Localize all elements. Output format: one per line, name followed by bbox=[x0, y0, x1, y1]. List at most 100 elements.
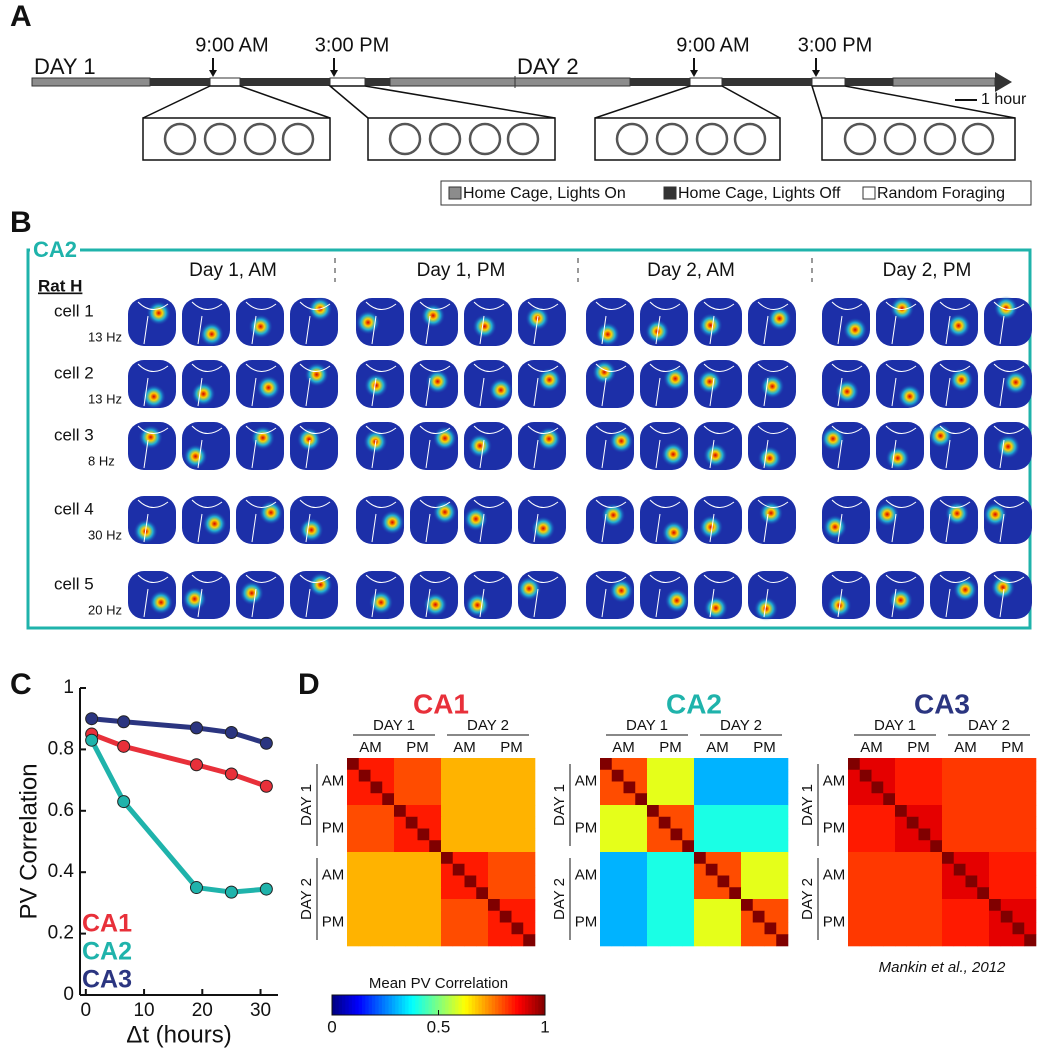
subgroup-label: PM bbox=[575, 913, 598, 930]
heatmap-cell bbox=[717, 769, 730, 782]
heatmap-cell bbox=[895, 852, 908, 865]
field-outline bbox=[419, 574, 451, 618]
heatmap-cell bbox=[965, 805, 978, 818]
heatmap-cell bbox=[358, 863, 371, 876]
group-label: DAY 1 bbox=[551, 784, 568, 826]
heatmap-cell bbox=[752, 910, 765, 923]
heatmap-cell bbox=[382, 875, 395, 888]
subgroup-label: PM bbox=[823, 819, 846, 836]
heatmap-cell bbox=[682, 934, 695, 947]
field-outline bbox=[595, 301, 627, 345]
heatmap-cell bbox=[848, 910, 861, 923]
heatmap-cell bbox=[895, 863, 908, 876]
heatmap-cell bbox=[441, 793, 454, 806]
heatmap-cell bbox=[452, 828, 465, 841]
heatmap-cell bbox=[1000, 805, 1013, 818]
heatmap-cell bbox=[347, 805, 360, 818]
heatmap-cell bbox=[1012, 910, 1025, 923]
heatmap-cell bbox=[394, 805, 407, 818]
heatmap-cell bbox=[682, 899, 695, 912]
rate-hotspot bbox=[199, 322, 224, 347]
heatmap-cell bbox=[883, 816, 896, 829]
heatmap-cell bbox=[1012, 863, 1025, 876]
heatmap-cell bbox=[382, 781, 395, 794]
rate-hotspot bbox=[258, 500, 283, 525]
heatmap-cell bbox=[895, 816, 908, 829]
heatmap-cell bbox=[370, 816, 383, 829]
heatmap-cell bbox=[764, 840, 777, 853]
heatmap-cell bbox=[523, 899, 536, 912]
field-outline bbox=[527, 499, 559, 543]
heatmap-cell bbox=[1024, 910, 1037, 923]
heatmap-cell bbox=[1000, 769, 1013, 782]
heatmap-title: CA2 bbox=[666, 688, 722, 719]
heatmap-cell bbox=[623, 875, 636, 888]
heatmap-cell bbox=[488, 922, 501, 935]
heatmap-cell bbox=[441, 910, 454, 923]
session-header: Day 1, PM bbox=[417, 260, 506, 281]
heatmap-cell bbox=[347, 781, 360, 794]
rate-hotspot bbox=[699, 515, 724, 540]
heatmap-cell bbox=[623, 899, 636, 912]
field-outline bbox=[527, 425, 559, 469]
heatmap-cell bbox=[488, 758, 501, 771]
heatmap-cell bbox=[394, 781, 407, 794]
colorbar-step bbox=[398, 995, 403, 1015]
subgroup-label: PM bbox=[823, 913, 846, 930]
heatmap-cell bbox=[930, 887, 943, 900]
heatmap-cell bbox=[977, 828, 990, 841]
heatmap-cell bbox=[635, 887, 648, 900]
heatmap-cell bbox=[1000, 758, 1013, 771]
heatmap-cell bbox=[871, 769, 884, 782]
heatmap-cell bbox=[670, 852, 683, 865]
heatmap-cell bbox=[895, 781, 908, 794]
heatmap-cell bbox=[694, 758, 707, 771]
rate-hotspot bbox=[760, 374, 785, 399]
heatmap-cell bbox=[382, 910, 395, 923]
heatmap-cell bbox=[511, 781, 524, 794]
heatmap-cell bbox=[848, 805, 861, 818]
heatmap-cell bbox=[370, 805, 383, 818]
heatmap-cell bbox=[682, 852, 695, 865]
colorbar-step bbox=[345, 995, 350, 1015]
heatmap-cell bbox=[635, 793, 648, 806]
heatmap-cell bbox=[670, 793, 683, 806]
panel-letter: A bbox=[10, 0, 32, 33]
heatmap-cell bbox=[729, 910, 742, 923]
heatmap-cell bbox=[658, 816, 671, 829]
heatmap-cell bbox=[776, 852, 789, 865]
heatmap-cell bbox=[647, 840, 660, 853]
field-outline bbox=[885, 499, 917, 543]
heatmap-cell bbox=[670, 758, 683, 771]
rate-hotspot bbox=[820, 426, 845, 451]
heatmap-cell bbox=[523, 816, 536, 829]
point bbox=[224, 726, 238, 740]
heatmap-cell bbox=[694, 781, 707, 794]
rate-hotspot bbox=[664, 588, 689, 613]
heatmap-cell bbox=[717, 863, 730, 876]
rate-hotspot bbox=[356, 310, 381, 335]
heatmap-cell bbox=[523, 863, 536, 876]
heatmap-cell bbox=[859, 769, 872, 782]
colorbar-step bbox=[465, 995, 469, 1015]
colorbar-step bbox=[368, 995, 373, 1015]
heatmap-cell bbox=[600, 781, 613, 794]
colorbar-step bbox=[461, 995, 466, 1015]
rate-maps bbox=[128, 296, 1032, 621]
rate-label: 20 Hz bbox=[88, 602, 122, 617]
heatmap-cell bbox=[776, 793, 789, 806]
heatmap-cell bbox=[370, 910, 383, 923]
heatmap-cell bbox=[776, 805, 789, 818]
colorbar-step bbox=[531, 995, 536, 1015]
heatmap-cell bbox=[918, 922, 931, 935]
field-outline bbox=[473, 499, 505, 543]
heatmap-cell bbox=[358, 758, 371, 771]
heatmap-cell bbox=[370, 875, 383, 888]
heatmap-cell bbox=[600, 840, 613, 853]
heatmap-cell bbox=[499, 840, 512, 853]
heatmap-cell bbox=[883, 828, 896, 841]
heatmap-cell bbox=[859, 781, 872, 794]
heatmap-cell bbox=[405, 875, 418, 888]
group-label: DAY 2 bbox=[799, 878, 816, 920]
rate-hotspot bbox=[432, 500, 457, 525]
